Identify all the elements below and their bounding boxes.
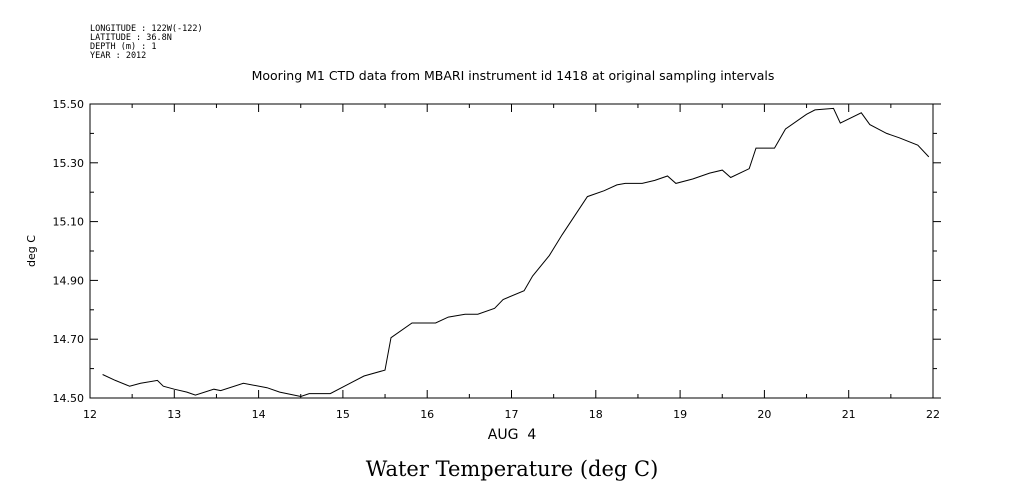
chart-caption: Water Temperature (deg C) bbox=[366, 457, 659, 481]
y-tick-label: 15.50 bbox=[53, 98, 85, 111]
x-tick-label: 19 bbox=[673, 408, 687, 421]
year-label: YEAR : 2012 bbox=[90, 51, 146, 61]
x-tick-label: 21 bbox=[842, 408, 856, 421]
y-tick-label: 14.70 bbox=[53, 333, 85, 346]
depth-label: DEPTH (m) : 1 bbox=[90, 42, 157, 52]
x-tick-label: 14 bbox=[252, 408, 266, 421]
x-tick-label: 18 bbox=[589, 408, 603, 421]
x-tick-label: 16 bbox=[420, 408, 434, 421]
x-tick-labels: 12 13 14 15 16 17 18 19 20 21 22 bbox=[83, 408, 940, 421]
x-tick-label: 20 bbox=[757, 408, 771, 421]
x-tick-label: 13 bbox=[167, 408, 181, 421]
plot-frame bbox=[89, 103, 934, 399]
longitude-label: LONGITUDE : 122W(-122) bbox=[90, 24, 203, 34]
x-tick-label: 15 bbox=[336, 408, 350, 421]
y-axis-label: deg C bbox=[25, 235, 38, 267]
y-tick-label: 15.10 bbox=[53, 216, 85, 229]
y-tick-label: 15.30 bbox=[53, 157, 85, 170]
y-tick-label: 14.90 bbox=[53, 274, 85, 287]
x-tick-label: 12 bbox=[83, 408, 97, 421]
temperature-series-line bbox=[102, 107, 930, 398]
axis-ticks bbox=[89, 103, 941, 399]
latitude-label: LATITUDE : 36.8N bbox=[90, 33, 172, 43]
x-tick-label: 22 bbox=[926, 408, 940, 421]
x-axis-label: AUG 4 bbox=[488, 427, 537, 443]
y-tick-label: 14.50 bbox=[53, 392, 85, 405]
x-tick-label: 17 bbox=[505, 408, 519, 421]
chart-title: Mooring M1 CTD data from MBARI instrumen… bbox=[252, 68, 775, 83]
y-tick-labels: 14.50 14.70 14.90 15.10 15.30 15.50 bbox=[53, 98, 85, 405]
